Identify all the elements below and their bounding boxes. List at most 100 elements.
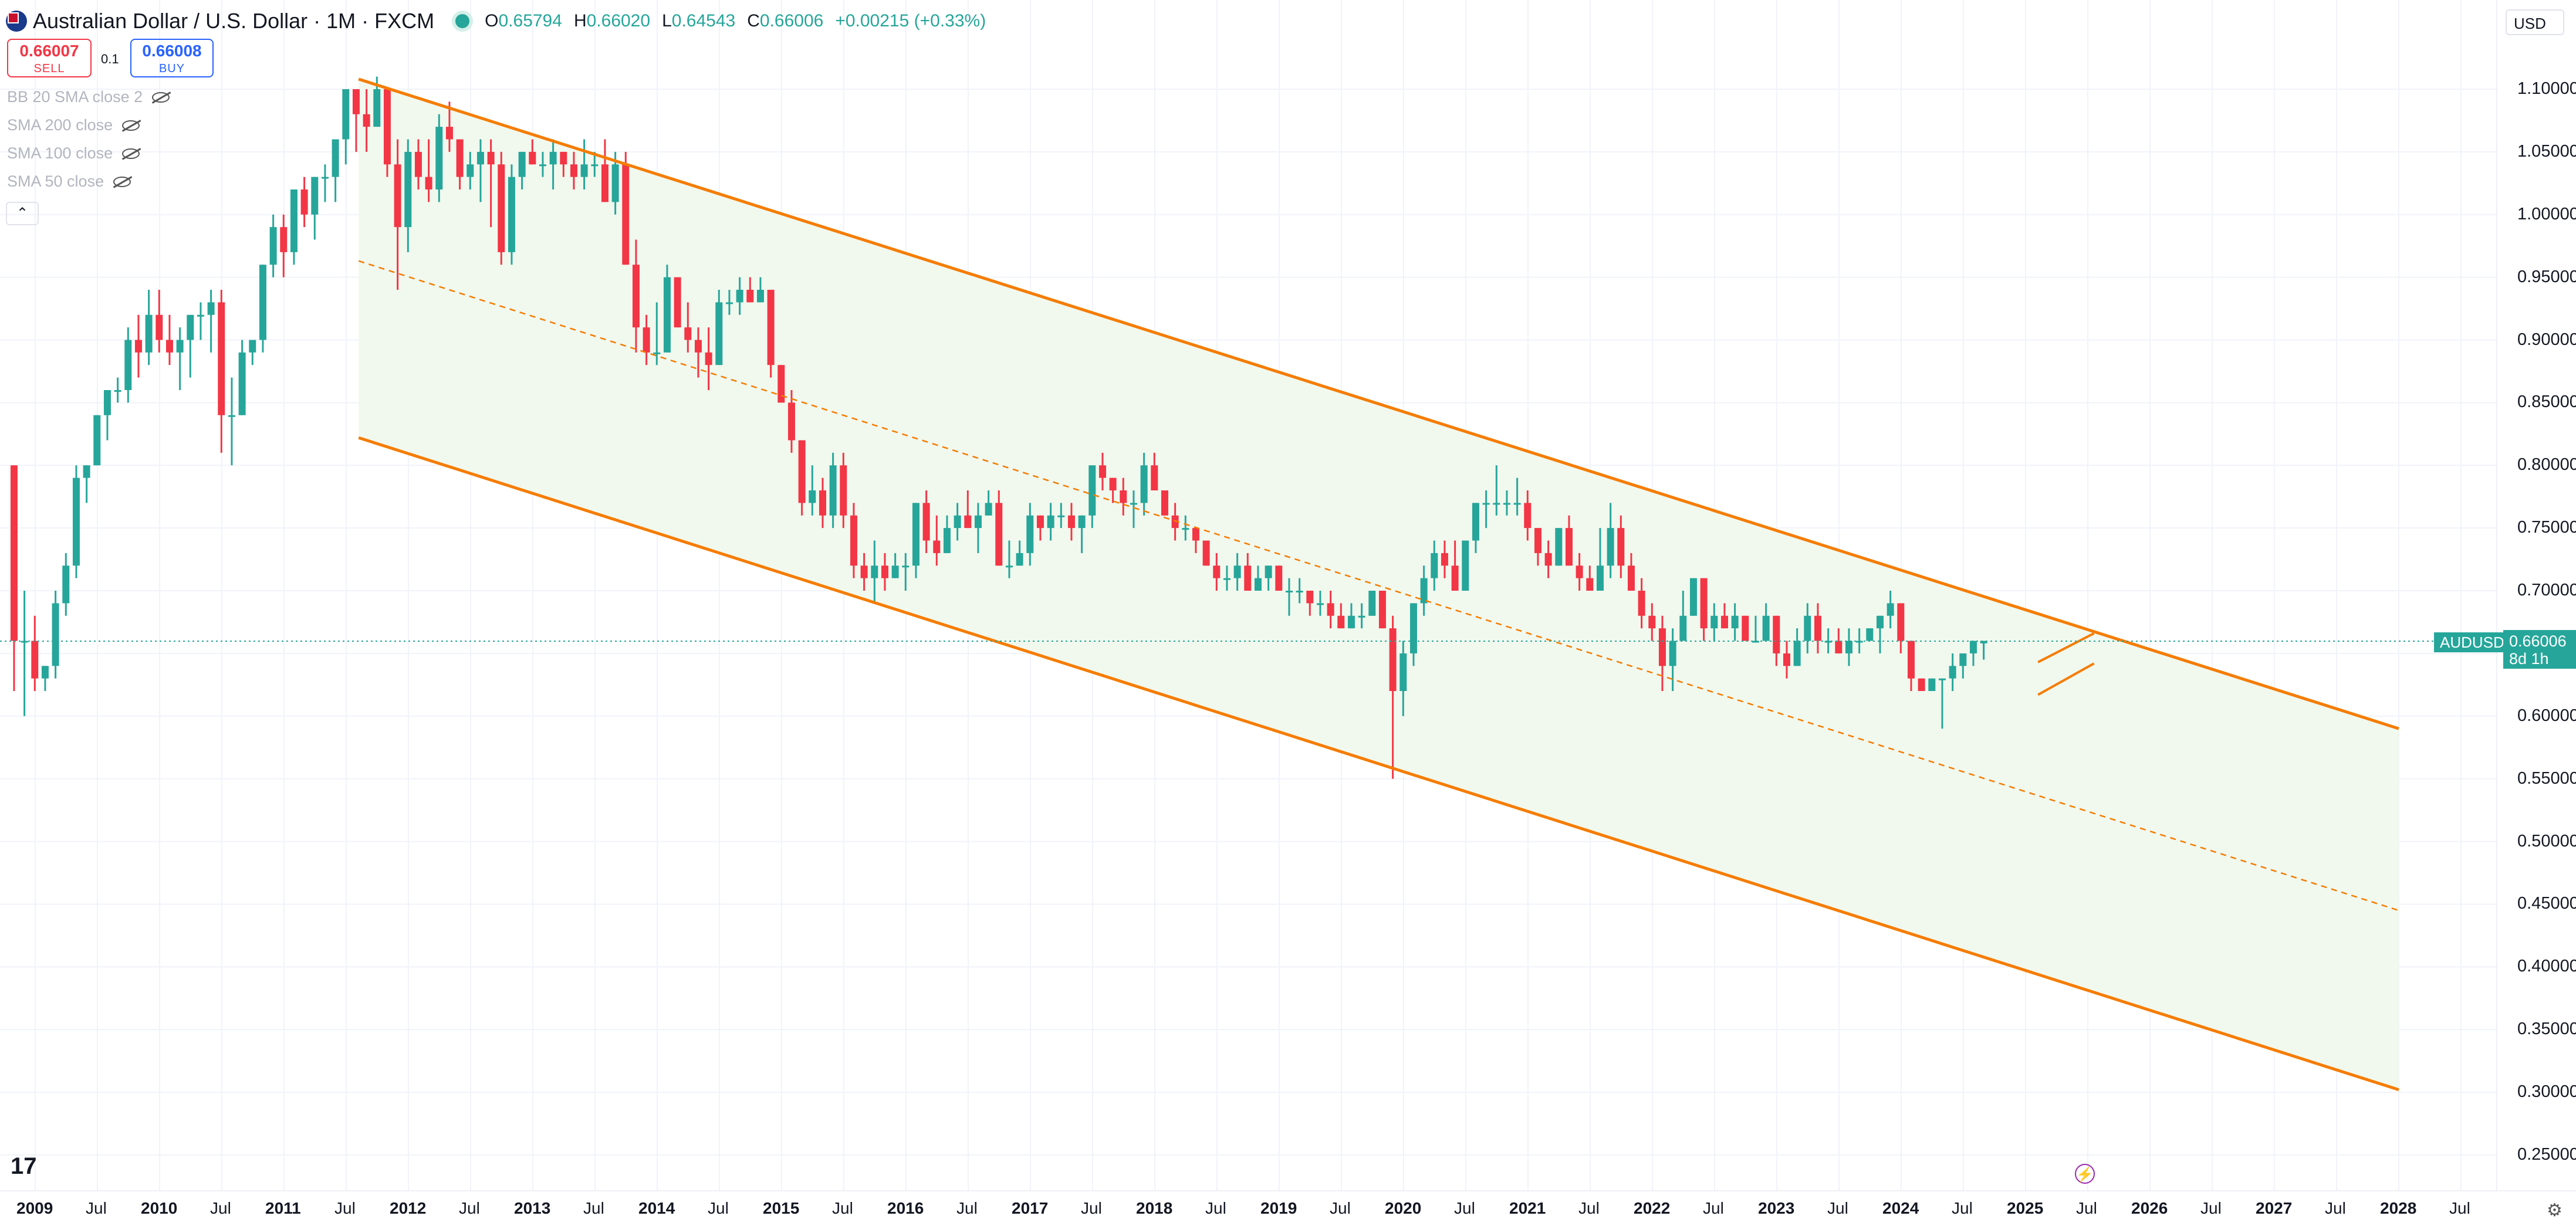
- events-lightning-icon[interactable]: ⚡: [2075, 1164, 2095, 1184]
- symbol-title[interactable]: Australian Dollar / U.S. Dollar · 1M · F…: [33, 9, 435, 33]
- candle-body: [715, 302, 723, 365]
- candle-body: [1845, 641, 1852, 653]
- candle: [1482, 490, 1490, 529]
- candle: [1907, 641, 1915, 691]
- candle: [1762, 603, 1770, 641]
- candle-body: [1576, 565, 1583, 578]
- settings-gear-icon[interactable]: ⚙: [2547, 1201, 2563, 1220]
- candle: [1648, 603, 1656, 641]
- candle: [404, 139, 412, 252]
- candle: [860, 553, 868, 591]
- trend-channel[interactable]: [358, 77, 2399, 1092]
- sell-button[interactable]: 0.66007 SELL: [7, 39, 92, 77]
- candle-body: [549, 151, 557, 165]
- candle: [476, 139, 484, 202]
- tradingview-logo[interactable]: 17: [11, 1153, 37, 1179]
- candle-body: [124, 340, 132, 390]
- channel-upper-line: [358, 77, 2399, 730]
- hidden-eye-icon[interactable]: [113, 176, 131, 187]
- candle: [1036, 515, 1044, 541]
- candle-body: [684, 327, 692, 340]
- currency-selector[interactable]: USD: [2506, 9, 2564, 35]
- candle-body: [777, 365, 785, 403]
- x-tick-label: 2017: [1012, 1199, 1049, 1217]
- candle-body: [1824, 641, 1832, 643]
- candle-body: [850, 515, 857, 566]
- candle: [31, 615, 39, 691]
- indicator-sma50[interactable]: SMA 50 close: [7, 172, 131, 191]
- candle: [1876, 615, 1884, 653]
- candle-body: [736, 290, 743, 303]
- indicator-sma100[interactable]: SMA 100 close: [7, 144, 140, 162]
- candle-body: [103, 390, 111, 415]
- x-tick-label: Jul: [1081, 1199, 1102, 1217]
- candle-body: [1762, 615, 1770, 641]
- x-tick-label: Jul: [1205, 1199, 1226, 1217]
- candle-body: [207, 302, 215, 315]
- indicator-bb[interactable]: BB 20 SMA close 2: [7, 88, 170, 106]
- candle: [736, 277, 743, 315]
- candle-body: [653, 352, 661, 354]
- candle: [238, 340, 246, 415]
- hidden-eye-icon[interactable]: [152, 92, 170, 103]
- candle-body: [643, 327, 650, 353]
- candle: [197, 302, 204, 340]
- candle: [1804, 603, 1811, 653]
- x-tick-label: Jul: [1578, 1199, 1600, 1217]
- candle-body: [1140, 465, 1148, 503]
- hidden-eye-icon[interactable]: [122, 120, 140, 131]
- candle: [1016, 540, 1023, 566]
- candle: [1378, 591, 1386, 629]
- candle-body: [529, 151, 536, 165]
- bar-countdown: 8d 1h: [2509, 650, 2549, 668]
- buy-button[interactable]: 0.66008 BUY: [130, 39, 214, 77]
- candle: [1451, 540, 1459, 591]
- candle-body: [228, 415, 235, 417]
- ohlc-low: L0.64543: [662, 11, 736, 31]
- x-tick-label: Jul: [708, 1199, 729, 1217]
- candle-body: [1648, 615, 1656, 629]
- candle: [1689, 578, 1697, 616]
- candle-body: [1462, 540, 1469, 591]
- candle-body: [1887, 603, 1894, 616]
- buy-price: 0.66008: [142, 42, 202, 60]
- candle-body: [1627, 565, 1635, 591]
- indicator-sma200[interactable]: SMA 200 close: [7, 116, 140, 134]
- candle-body: [1969, 641, 1977, 653]
- candle: [1679, 591, 1687, 641]
- x-tick-label: Jul: [2325, 1199, 2346, 1217]
- candle-body: [1213, 565, 1221, 578]
- candle: [1306, 591, 1314, 616]
- collapse-indicators-button[interactable]: ⌃: [6, 202, 39, 225]
- candle: [809, 465, 816, 516]
- market-status-icon[interactable]: [455, 14, 470, 28]
- candle: [1710, 603, 1718, 641]
- candle-body: [1451, 565, 1459, 591]
- candle-body: [1907, 641, 1915, 679]
- candle: [1047, 503, 1054, 541]
- candle-body: [404, 151, 412, 228]
- candle-body: [1233, 565, 1241, 578]
- y-tick-label: 1.00000: [2517, 204, 2576, 223]
- candle-body: [93, 415, 101, 466]
- candle-body: [10, 465, 18, 641]
- candle: [1275, 565, 1283, 591]
- x-tick-label: 2025: [2007, 1199, 2044, 1217]
- candle-body: [539, 164, 546, 167]
- candle-body: [1524, 503, 1532, 529]
- candle-body: [1949, 666, 1956, 679]
- candle: [1088, 465, 1096, 529]
- x-tick-label: Jul: [1330, 1199, 1351, 1217]
- candle-body: [1171, 515, 1179, 529]
- candle-body: [902, 565, 910, 568]
- candle: [1358, 603, 1365, 629]
- candle: [1720, 603, 1728, 629]
- buy-label: BUY: [158, 62, 185, 75]
- candle: [1109, 477, 1117, 503]
- candle-body: [1327, 603, 1334, 616]
- ohlc-close: C0.66006: [747, 11, 824, 31]
- candle: [93, 415, 101, 466]
- hidden-eye-icon[interactable]: [122, 148, 140, 159]
- candle-body: [756, 290, 764, 303]
